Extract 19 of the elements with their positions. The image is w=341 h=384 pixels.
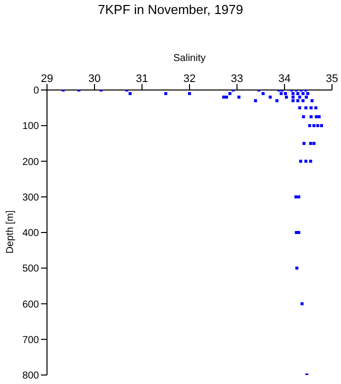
- y-tick-label: 600: [22, 299, 40, 310]
- x-axis-title: Salinity: [173, 53, 206, 64]
- x-tick-label: 33: [230, 73, 244, 85]
- y-tick-label: 700: [22, 334, 40, 346]
- x-tick-label: 31: [136, 73, 148, 85]
- y-tick-label: 500: [22, 264, 40, 275]
- chart-title: 7KPF in November, 1979: [96, 2, 244, 17]
- x-tick-label: 34: [278, 73, 291, 85]
- y-tick-label: 300: [22, 192, 40, 204]
- y-tick-label: 200: [22, 156, 40, 168]
- x-tick-label: 29: [40, 73, 54, 85]
- y-tick-label: 0: [33, 86, 40, 97]
- x-tick-label: 35: [326, 73, 338, 85]
- x-tick-label: 32: [183, 73, 196, 85]
- y-tick-label: 800: [22, 370, 40, 382]
- y-axis-title: Depth [m]: [5, 210, 16, 254]
- y-tick-label: 400: [22, 228, 40, 240]
- y-tick-label: 100: [22, 121, 40, 132]
- x-tick-label: 30: [88, 73, 101, 85]
